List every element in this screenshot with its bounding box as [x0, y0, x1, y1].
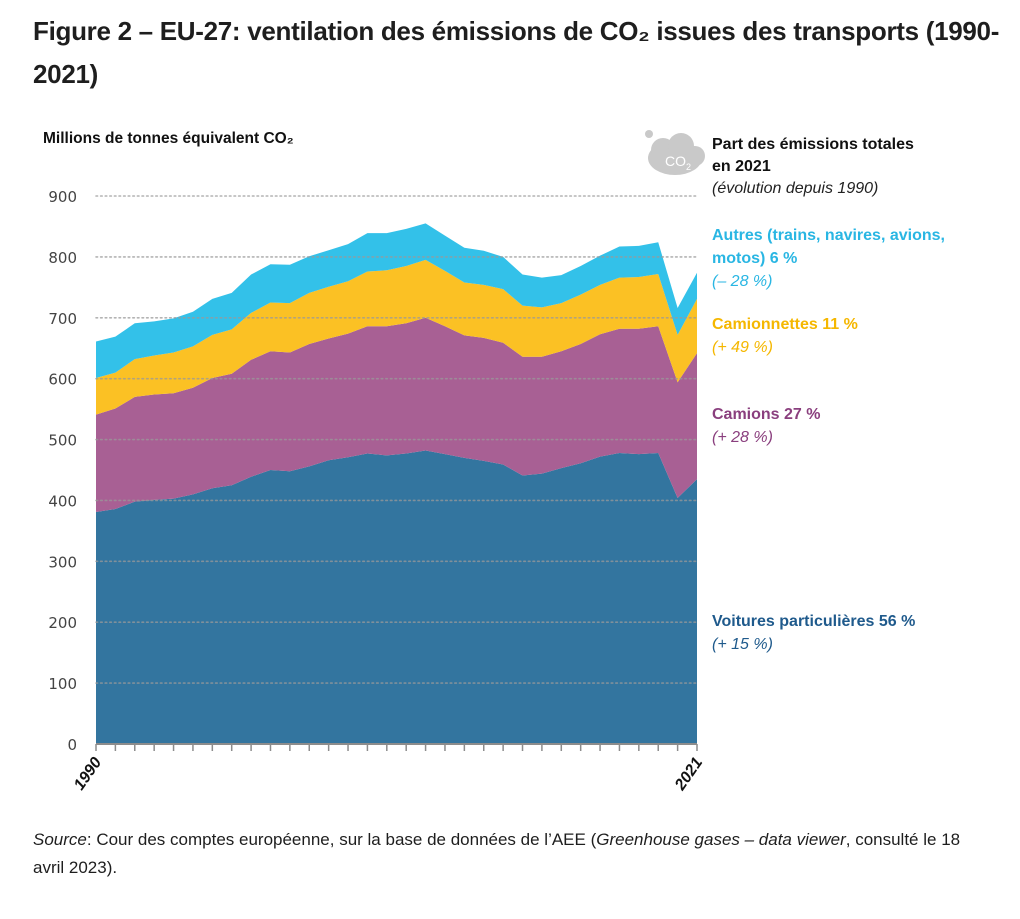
svg-text:2: 2: [686, 162, 691, 172]
y-axis-ticks: 0 100 200 300 400 500 600 700 800 900: [48, 188, 77, 754]
y-axis-label: Millions de tonnes équivalent CO₂: [43, 130, 294, 148]
area-camionnettes: [96, 259, 697, 415]
area-camions: [96, 317, 697, 513]
y-tick-label: 0: [67, 736, 77, 754]
legend-camionnettes-change: (+ 49 %): [712, 339, 773, 356]
legend-item-autres: Autres (trains, navires, avions, motos) …: [712, 224, 945, 293]
legend-item-voitures: Voitures particulières 56 % (+ 15 %): [712, 610, 915, 656]
legend-autres-line1: Autres (trains, navires, avions,: [712, 227, 945, 244]
y-tick-label: 500: [48, 432, 77, 450]
svg-text:CO: CO: [665, 153, 686, 169]
y-tick-label: 200: [48, 614, 77, 632]
gridlines: [95, 195, 698, 684]
co2-cloud-icon: CO 2: [643, 128, 707, 180]
legend-header-sub: (évolution depuis 1990): [712, 180, 879, 197]
legend-voitures-label: Voitures particulières 56 %: [712, 613, 916, 630]
legend-header: Part des émissions totales en 2021 (évol…: [712, 134, 914, 200]
area-layers: [96, 223, 697, 744]
legend-autres-change: (– 28 %): [712, 273, 773, 290]
source-text-2: , consulté le 18 avril 2023).: [33, 830, 961, 877]
source-text-1: : Cour des comptes européenne, sur la ba…: [86, 830, 597, 849]
y-tick-label: 800: [48, 249, 77, 267]
figure-title: Figure 2 – EU-27: ventilation des émissi…: [33, 16, 1000, 89]
area-autres: [96, 223, 697, 379]
legend-header-line1: Part des émissions totales: [712, 136, 914, 153]
legend-autres-line2: motos) 6 %: [712, 250, 798, 267]
legend-camions-change: (+ 28 %): [712, 429, 773, 446]
y-tick-label: 900: [48, 188, 77, 206]
legend-item-camionnettes: Camionnettes 11 % (+ 49 %): [712, 313, 858, 359]
x-tick-label-1990: 1990: [71, 754, 105, 793]
x-tick-label-2021: 2021: [671, 754, 706, 794]
y-tick-label: 300: [48, 553, 77, 571]
source-label: Source: [33, 830, 87, 849]
source-dataset-name: Greenhouse gases – data viewer: [596, 830, 846, 849]
y-axis-label-text: Millions de tonnes équivalent CO₂: [43, 130, 294, 147]
source-note: Source: Cour des comptes européenne, sur…: [33, 826, 993, 882]
legend-camions-label: Camions 27 %: [712, 406, 821, 423]
y-tick-label: 400: [48, 492, 77, 510]
legend-camionnettes-label: Camionnettes 11 %: [712, 316, 858, 333]
legend-voitures-change: (+ 15 %): [712, 636, 773, 653]
y-tick-label: 700: [48, 310, 77, 328]
y-tick-label: 600: [48, 371, 77, 389]
area-voitures: [96, 450, 697, 744]
legend-item-camions: Camions 27 % (+ 28 %): [712, 403, 820, 449]
x-axis: 1990 2021: [71, 743, 706, 794]
legend-header-line2: en 2021: [712, 158, 771, 175]
y-tick-label: 100: [48, 675, 77, 693]
